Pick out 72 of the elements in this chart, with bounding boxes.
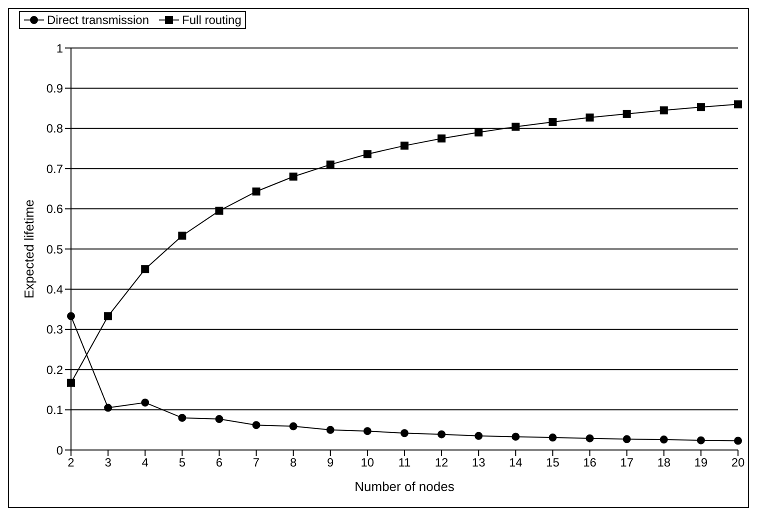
legend-label: Direct transmission bbox=[46, 13, 150, 27]
point bbox=[104, 404, 112, 412]
x-tick-label: 15 bbox=[546, 456, 560, 470]
point bbox=[400, 142, 408, 150]
point bbox=[363, 150, 372, 158]
y-tick-label: 0.2 bbox=[46, 362, 64, 377]
legend-label: Full routing bbox=[181, 13, 242, 27]
x-tick-label: 6 bbox=[216, 456, 223, 470]
x-tick-label: 5 bbox=[178, 456, 186, 470]
point bbox=[734, 436, 742, 445]
point bbox=[438, 430, 446, 438]
y-tick-label: 0 bbox=[56, 443, 64, 458]
y-tick-label: 1 bbox=[56, 41, 64, 56]
point bbox=[548, 434, 557, 442]
x-axis-title: Number of nodes bbox=[354, 479, 455, 494]
point bbox=[696, 103, 705, 112]
x-tick-label: 19 bbox=[694, 456, 708, 470]
point bbox=[622, 110, 631, 118]
point bbox=[586, 114, 594, 122]
y-tick-label: 0.7 bbox=[46, 162, 64, 176]
x-tick-label: 14 bbox=[508, 456, 523, 470]
point bbox=[734, 100, 742, 108]
point bbox=[512, 432, 520, 441]
point bbox=[252, 421, 260, 430]
point bbox=[141, 265, 150, 274]
point bbox=[363, 427, 372, 436]
x-tick-label: 11 bbox=[398, 456, 412, 470]
point bbox=[67, 378, 75, 387]
x-tick-label: 7 bbox=[252, 456, 260, 470]
point bbox=[326, 160, 334, 169]
x-tick-label: 17 bbox=[620, 456, 634, 470]
x-tick-label: 10 bbox=[360, 456, 374, 470]
point bbox=[474, 432, 483, 440]
point bbox=[660, 106, 668, 114]
point bbox=[474, 128, 483, 136]
point bbox=[548, 118, 557, 126]
point bbox=[586, 434, 594, 442]
x-tick-label: 9 bbox=[327, 456, 334, 470]
x-tick-label: 20 bbox=[731, 456, 745, 470]
x-tick-label: 8 bbox=[290, 456, 297, 470]
point bbox=[104, 312, 112, 320]
y-tick-label: 0.6 bbox=[46, 202, 64, 216]
y-tick-label: 0.9 bbox=[46, 81, 64, 96]
x-tick-label: 4 bbox=[142, 456, 149, 470]
y-tick-label: 0.4 bbox=[46, 282, 64, 296]
y-tick-label: 0.3 bbox=[46, 322, 64, 337]
x-tick-label: 13 bbox=[472, 456, 486, 470]
point bbox=[67, 312, 75, 320]
point bbox=[660, 436, 668, 444]
point bbox=[512, 122, 520, 131]
point bbox=[326, 426, 334, 434]
point bbox=[252, 188, 260, 196]
x-tick-label: 16 bbox=[583, 456, 597, 470]
point bbox=[178, 232, 186, 240]
y-axis-title: Expected lifetime bbox=[22, 200, 37, 298]
x-tick-label: 3 bbox=[104, 456, 112, 470]
point bbox=[696, 436, 705, 444]
x-tick-label: 12 bbox=[434, 456, 449, 470]
point bbox=[141, 398, 150, 407]
point bbox=[289, 422, 298, 430]
point bbox=[438, 134, 446, 142]
point bbox=[400, 429, 408, 438]
y-tick-label: 0.5 bbox=[46, 242, 64, 256]
y-tick-label: 0.8 bbox=[46, 122, 64, 136]
point bbox=[289, 172, 298, 181]
point bbox=[178, 414, 186, 422]
point bbox=[622, 435, 631, 444]
x-tick-label: 2 bbox=[68, 456, 75, 470]
point bbox=[215, 206, 224, 215]
point bbox=[215, 415, 224, 424]
x-tick-label: 18 bbox=[657, 456, 671, 470]
y-tick-label: 0.1 bbox=[46, 403, 64, 418]
